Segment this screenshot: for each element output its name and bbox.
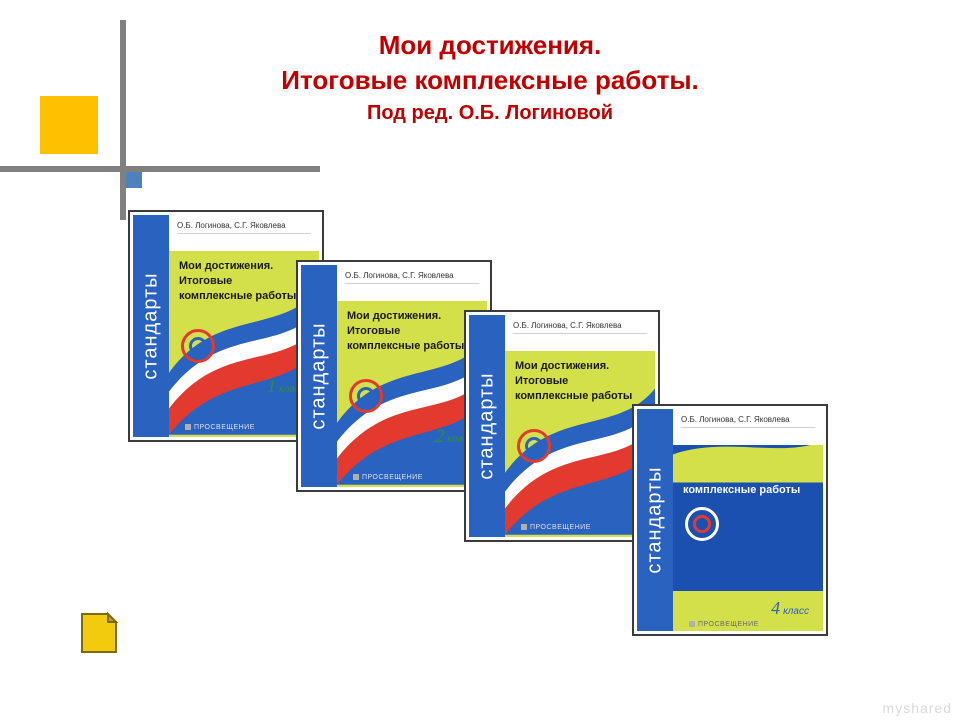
series-logo-icon: [181, 329, 215, 363]
book-title-l2: Итоговые: [179, 274, 309, 289]
book-title-l2: Итоговые: [347, 324, 477, 339]
author-line: О.Б. Логинова, С.Г. Яковлева: [337, 265, 487, 282]
slide: Мои достижения. Итоговые комплексные раб…: [0, 0, 960, 720]
book-title-l3: комплексные работы: [683, 483, 813, 498]
author-line: О.Б. Логинова, С.Г. Яковлева: [505, 315, 655, 332]
spine-label: стандарты: [140, 272, 163, 379]
series-logo-icon: [517, 429, 551, 463]
book-title-l1: Мои достижения.: [515, 359, 645, 374]
book-title-l1: Мои достижения.: [347, 309, 477, 324]
book-title-l3: комплексные работы: [347, 339, 477, 354]
book-title-l3: комплексные работы: [515, 389, 645, 404]
book-title: Мои достижения.Итоговыекомплексные работ…: [505, 351, 655, 406]
book-title-l2: Итоговые: [515, 374, 645, 389]
watermark: myshared: [883, 700, 952, 716]
book-cover: стандарты О.Б. Логинова, С.Г. Яковлева Мои…: [464, 310, 660, 542]
book-title-l3: комплексные работы: [179, 289, 309, 304]
book-front: О.Б. Логинова, С.Г. Яковлева Мои достижен…: [673, 409, 823, 631]
book-title-l2: Итоговые: [683, 468, 813, 483]
book-spine: стандарты: [301, 265, 337, 487]
book-spine: стандарты: [469, 315, 505, 537]
publisher: ПРОСВЕЩЕНИЕ: [353, 474, 423, 481]
spine-label: стандарты: [476, 372, 499, 479]
grade-word: класс: [783, 606, 809, 617]
book-title-l1: Мои достижения.: [683, 453, 813, 468]
author-strip: О.Б. Логинова, С.Г. Яковлева: [673, 409, 823, 445]
cover-body: Мои достижения.Итоговыекомплексные работ…: [673, 445, 823, 631]
spine-label: стандарты: [644, 466, 667, 573]
grade-label: 4класс: [771, 598, 809, 619]
series-logo-icon: [685, 507, 719, 541]
grade-num: 3: [603, 476, 612, 496]
author-strip: О.Б. Логинова, С.Г. Яковлева: [505, 315, 655, 351]
author-line: О.Б. Логинова, С.Г. Яковлева: [673, 409, 823, 426]
series-logo-icon: [349, 379, 383, 413]
author-line: О.Б. Логинова, С.Г. Яковлева: [169, 215, 319, 232]
book-cover: стандарты О.Б. Логинова, С.Г. Яковлева Мои…: [632, 404, 828, 636]
book-title-l1: Мои достижения.: [179, 259, 309, 274]
book-cover: стандарты О.Б. Логинова, С.Г. Яковлева Мои…: [296, 260, 492, 492]
publisher: ПРОСВЕЩЕНИЕ: [521, 524, 591, 531]
publisher: ПРОСВЕЩЕНИЕ: [689, 621, 759, 628]
publisher: ПРОСВЕЩЕНИЕ: [185, 424, 255, 431]
book-spine: стандарты: [637, 409, 673, 631]
author-strip: О.Б. Логинова, С.Г. Яковлева: [169, 215, 319, 251]
grade-num: 4: [771, 598, 780, 618]
grade-num: 1: [267, 376, 276, 396]
note-icon: [76, 610, 122, 656]
grade-num: 2: [435, 426, 444, 446]
books-stage: стандартыО.Б. Логинова, С.Г. ЯковлеваМои…: [0, 0, 960, 720]
book-title: Мои достижения.Итоговыекомплексные работ…: [673, 445, 823, 500]
book-spine: стандарты: [133, 215, 169, 437]
author-strip: О.Б. Логинова, С.Г. Яковлева: [337, 265, 487, 301]
book-cover: стандарты О.Б. Логинова, С.Г. Яковлева Мои…: [128, 210, 324, 442]
spine-label: стандарты: [308, 322, 331, 429]
